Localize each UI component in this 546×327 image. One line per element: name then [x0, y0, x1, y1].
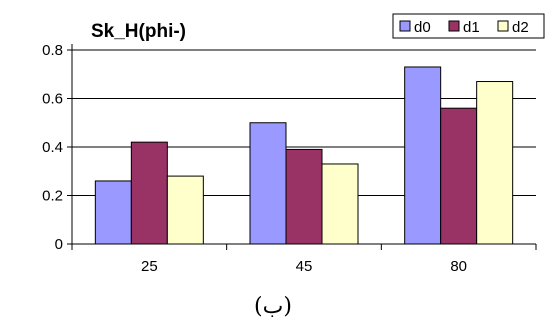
y-tick-label: 0.2 — [42, 188, 63, 205]
legend-swatch-d2 — [497, 20, 509, 32]
bar-d1-25 — [130, 141, 168, 245]
y-tick-label: 0 — [55, 236, 63, 253]
y-tick-labels: 0 0.2 0.4 0.6 0.8 — [42, 42, 63, 253]
legend-label-d0: d0 — [414, 19, 431, 36]
x-tick-label: 25 — [141, 258, 158, 275]
x-tick-label: 45 — [296, 258, 313, 275]
axes — [67, 44, 537, 250]
bar-d2-80 — [476, 81, 514, 245]
bar-d0-45 — [249, 122, 287, 245]
figure-caption: (ب) — [254, 294, 292, 319]
legend-box — [392, 13, 545, 39]
bar-chart: Sk_H(phi-) 0 0.2 0.4 0.6 0.8 25 45 80 d0 d1 d2 — [42, 13, 545, 275]
y-tick-label: 0.6 — [42, 91, 63, 108]
bars — [94, 66, 514, 245]
chart-title: Sk_H(phi-) — [91, 21, 186, 42]
legend-label-d2: d2 — [512, 19, 529, 36]
y-tick-label: 0.8 — [42, 42, 63, 59]
legend-label-d1: d1 — [463, 19, 480, 36]
bar-d2-25 — [166, 175, 204, 245]
legend-swatch-d0 — [399, 20, 411, 32]
legend-swatch-d1 — [448, 20, 460, 32]
bar-d0-80 — [404, 66, 442, 245]
legend: d0 d1 d2 — [392, 13, 545, 39]
bar-d1-80 — [440, 107, 478, 245]
x-tick-labels: 25 45 80 — [141, 258, 467, 275]
bar-d1-45 — [285, 148, 323, 245]
bar-d2-45 — [321, 163, 359, 245]
bar-d0-25 — [94, 180, 132, 245]
x-tick-label: 80 — [450, 258, 467, 275]
y-tick-label: 0.4 — [42, 139, 63, 156]
